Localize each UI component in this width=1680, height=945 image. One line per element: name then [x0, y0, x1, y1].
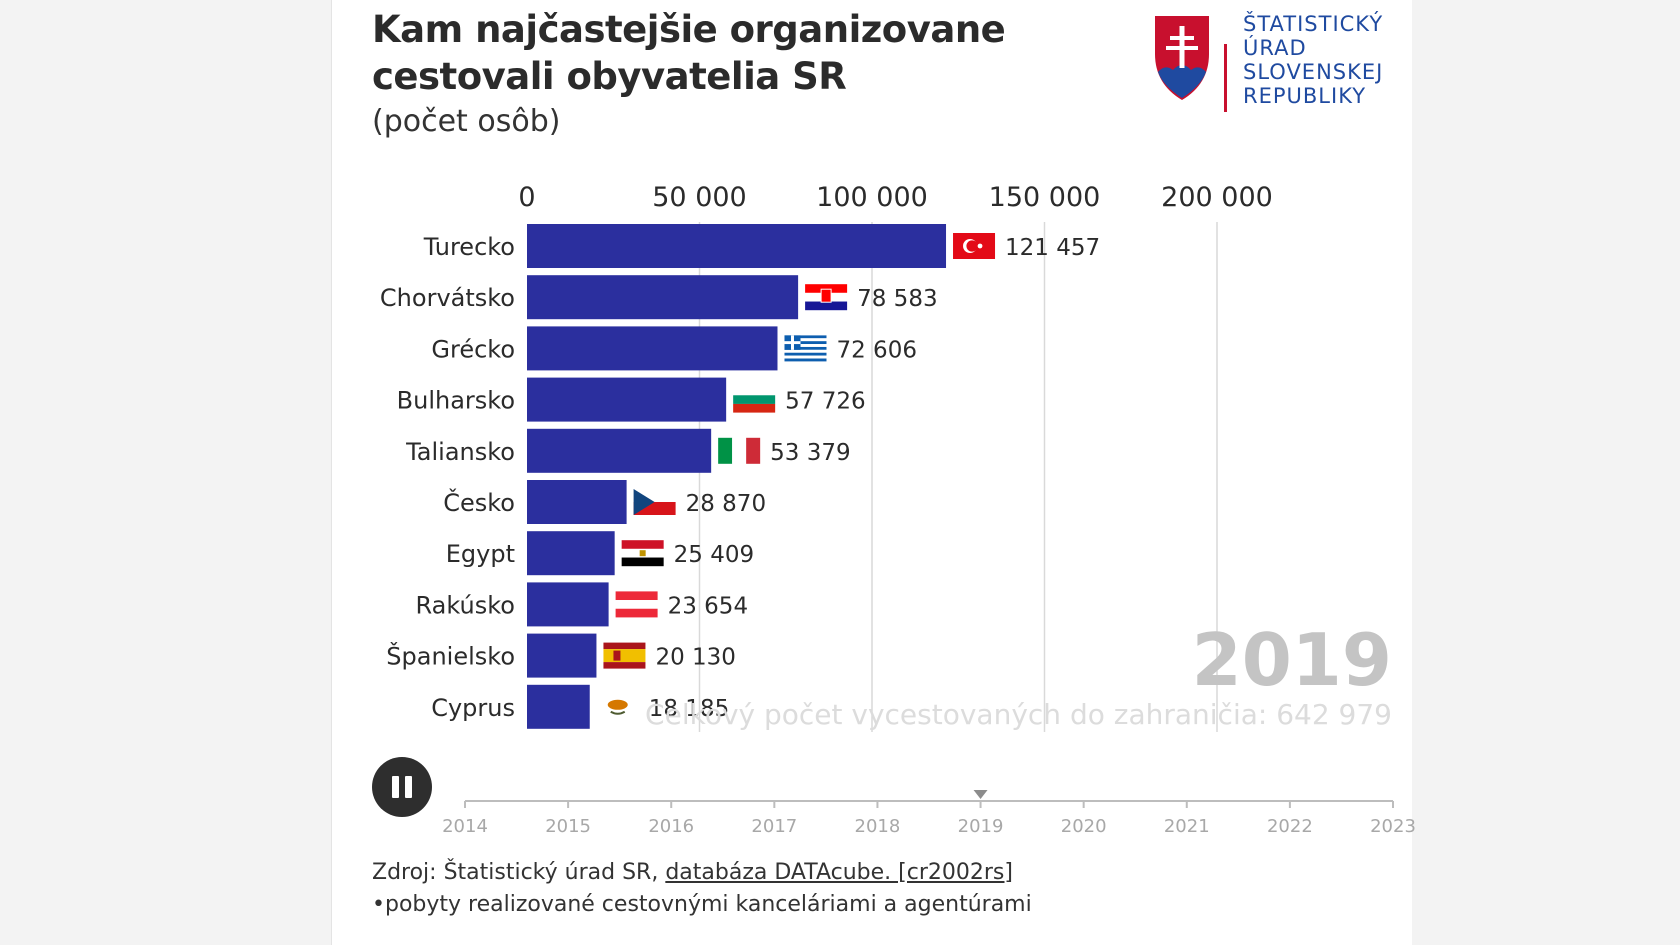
logo-line-3: SLOVENSKEJ	[1243, 60, 1384, 84]
slovak-coat-of-arms-icon	[1155, 16, 1209, 100]
bar	[527, 531, 615, 576]
category-label: Bulharsko	[397, 387, 515, 415]
data-label: 20 130	[655, 645, 735, 671]
czechia-flag-icon	[633, 489, 676, 515]
logo-line-1: ŠTATISTICKÝ	[1243, 12, 1384, 36]
total-travellers-label: Celkový počet vycestovaných do zahraniči…	[645, 698, 1392, 731]
timeline-year-label[interactable]: 2018	[855, 816, 901, 837]
logo-text: ŠTATISTICKÝ ÚRAD SLOVENSKEJ REPUBLIKY	[1243, 12, 1383, 108]
x-tick-label: 0	[518, 182, 535, 213]
data-label: 121 457	[1005, 235, 1100, 261]
data-label: 25 409	[674, 542, 754, 568]
bar	[527, 377, 727, 422]
logo-line-4: REPUBLIKY	[1243, 84, 1367, 108]
category-label: Cyprus	[431, 694, 515, 722]
italy-flag-icon	[718, 437, 761, 464]
chart-subtitle: (počet osôb)	[372, 104, 561, 139]
austria-flag-icon	[615, 591, 658, 618]
timeline-year-label[interactable]: 2020	[1061, 816, 1107, 837]
category-label: Grécko	[431, 335, 515, 363]
timeline-year-label[interactable]: 2014	[442, 816, 488, 837]
source-link[interactable]: databáza DATAcube. [cr2002rs]	[665, 860, 1013, 885]
timeline-current-marker[interactable]	[973, 790, 988, 799]
category-label: Taliansko	[405, 438, 515, 466]
category-label: Španielsko	[386, 641, 515, 671]
croatia-flag-icon	[805, 284, 848, 311]
bar	[527, 326, 778, 371]
source-note: Zdroj: Štatistický úrad SR, databáza DAT…	[372, 857, 1032, 921]
timeline-year-label[interactable]: 2016	[648, 816, 694, 837]
data-label: 23 654	[668, 593, 748, 619]
current-year-label: 2019	[1191, 618, 1392, 702]
bulgaria-flag-icon	[733, 386, 776, 413]
data-label: 18 185	[649, 696, 729, 722]
pause-icon-bar	[405, 776, 412, 798]
x-tick-label: 100 000	[816, 182, 928, 213]
footnote: •pobyty realizované cestovnými kancelári…	[372, 892, 1032, 917]
bar	[527, 633, 597, 678]
x-tick-label: 50 000	[652, 182, 746, 213]
data-label: 72 606	[836, 337, 916, 363]
timeline-year-label[interactable]: 2021	[1164, 816, 1210, 837]
x-tick-label: 200 000	[1161, 182, 1273, 213]
timeline-year-label[interactable]: 2019	[958, 816, 1004, 837]
bar	[527, 582, 609, 627]
timeline-year-label[interactable]: 2022	[1267, 816, 1313, 837]
turkey-flag-icon	[953, 233, 996, 259]
bar	[527, 224, 947, 268]
timeline-year-label[interactable]: 2017	[751, 816, 797, 837]
category-label: Česko	[443, 487, 515, 517]
bar	[527, 480, 627, 524]
category-label: Egypt	[446, 540, 515, 568]
data-label: 78 583	[857, 286, 937, 312]
greece-flag-icon	[784, 335, 827, 362]
timeline-year-label[interactable]: 2015	[545, 816, 591, 837]
spain-flag-icon	[603, 642, 646, 669]
egypt-flag-icon	[621, 540, 664, 567]
bar	[527, 275, 799, 320]
logo-line-2: ÚRAD	[1243, 36, 1307, 60]
logo-divider	[1224, 44, 1227, 112]
category-label: Rakúsko	[416, 591, 515, 619]
timeline-year-label[interactable]: 2023	[1370, 816, 1416, 837]
source-prefix: Zdroj: Štatistický úrad SR,	[372, 860, 666, 885]
page-title: Kam najčastejšie organizovane cestovali …	[372, 8, 1006, 98]
pause-button[interactable]	[372, 757, 432, 817]
data-label: 57 726	[785, 389, 865, 415]
bar	[527, 684, 590, 729]
bar	[527, 428, 712, 473]
x-tick-label: 150 000	[989, 182, 1101, 213]
data-label: 53 379	[770, 440, 850, 466]
category-label: Turecko	[423, 233, 515, 261]
source-line: Zdroj: Štatistický úrad SR, databáza DAT…	[372, 857, 1032, 889]
cyprus-flag-icon	[596, 693, 639, 720]
category-label: Chorvátsko	[380, 284, 515, 312]
data-label: 28 870	[686, 491, 766, 517]
pause-icon	[392, 776, 399, 798]
